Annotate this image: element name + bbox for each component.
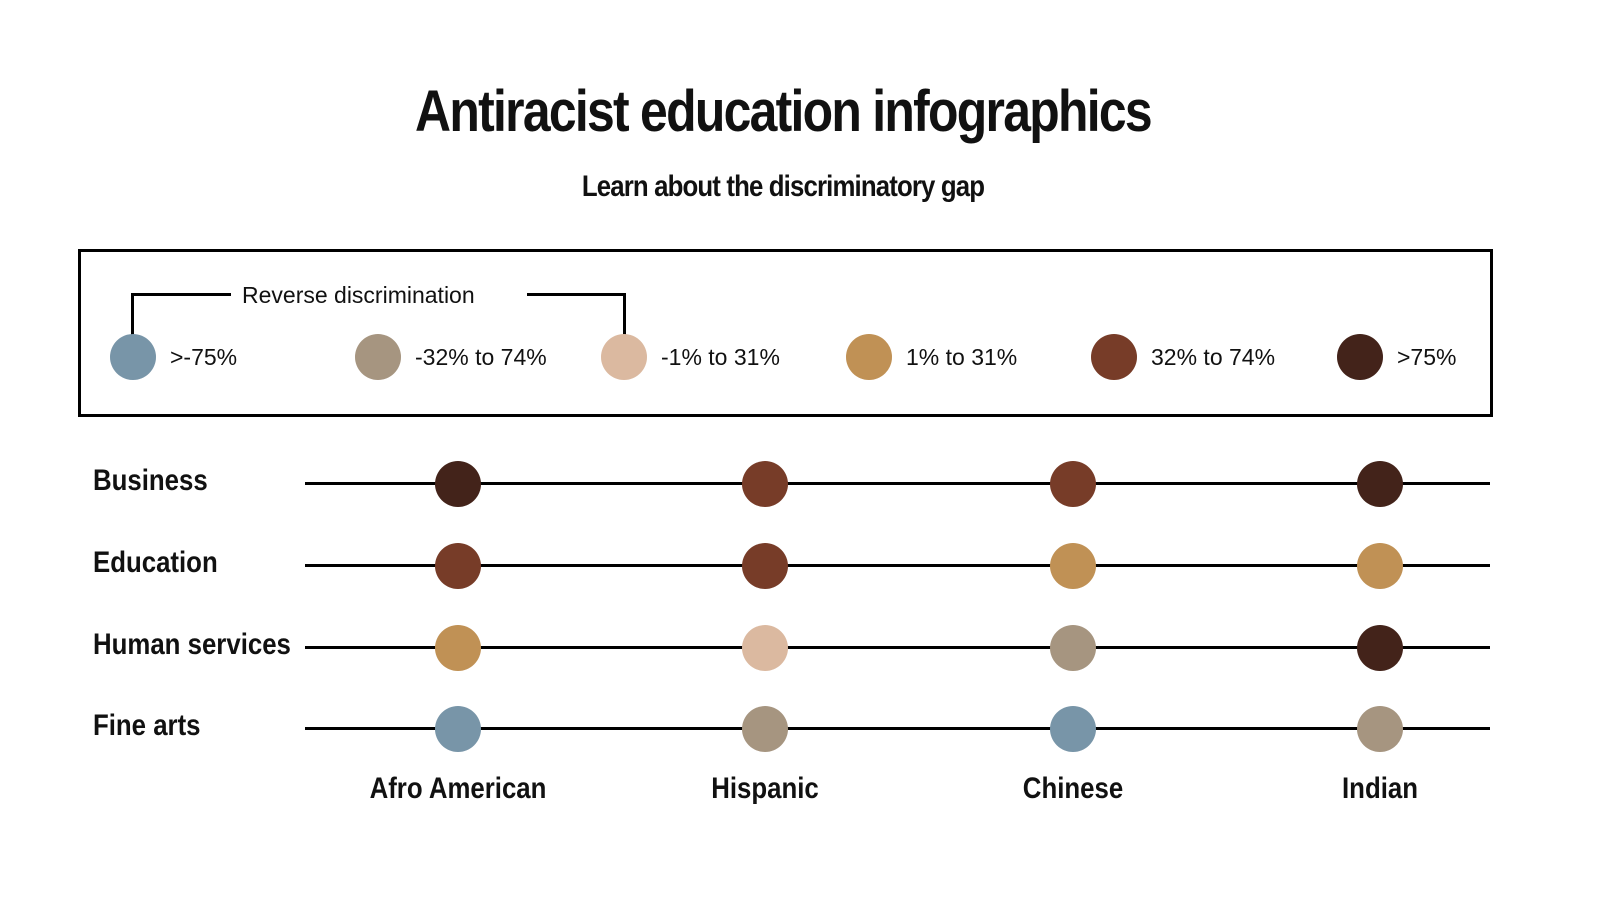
legend-swatch bbox=[355, 334, 401, 380]
level-dot bbox=[1050, 543, 1096, 589]
legend-item: >-75% bbox=[110, 334, 237, 380]
level-dot bbox=[1357, 706, 1403, 752]
level-dot bbox=[1050, 625, 1096, 671]
level-dot bbox=[742, 543, 788, 589]
column-label: Afro American bbox=[369, 772, 547, 805]
level-dot bbox=[742, 625, 788, 671]
level-dot bbox=[1050, 706, 1096, 752]
legend-swatch bbox=[110, 334, 156, 380]
column-label: Hispanic bbox=[711, 772, 819, 805]
row-label: Fine arts bbox=[93, 709, 201, 742]
page-title: Antiracist education infographics bbox=[415, 79, 1153, 144]
legend-swatch bbox=[601, 334, 647, 380]
column-label: Chinese bbox=[1022, 772, 1124, 805]
row-label: Business bbox=[93, 464, 208, 497]
legend-label: 32% to 74% bbox=[1151, 343, 1276, 370]
legend-label: 1% to 31% bbox=[906, 343, 1018, 370]
legend-box bbox=[78, 249, 1493, 417]
row-line bbox=[305, 482, 1490, 485]
level-dot bbox=[1050, 461, 1096, 507]
legend-swatch bbox=[1091, 334, 1137, 380]
legend-item: 1% to 31% bbox=[846, 334, 1017, 380]
legend-swatch bbox=[846, 334, 892, 380]
bracket-right bbox=[527, 293, 626, 338]
row-line bbox=[305, 646, 1490, 649]
legend-item: -1% to 31% bbox=[601, 334, 780, 380]
level-dot bbox=[1357, 625, 1403, 671]
row-label: Education bbox=[93, 546, 218, 579]
level-dot bbox=[435, 461, 481, 507]
legend-label: >75% bbox=[1397, 343, 1457, 370]
legend-item: -32% to 74% bbox=[355, 334, 547, 380]
page-subtitle: Learn about the discriminatory gap bbox=[581, 170, 985, 203]
level-dot bbox=[435, 543, 481, 589]
row-line bbox=[305, 727, 1490, 730]
row-label: Human services bbox=[93, 628, 291, 661]
level-dot bbox=[1357, 461, 1403, 507]
legend-item: >75% bbox=[1337, 334, 1456, 380]
row-line bbox=[305, 564, 1490, 567]
level-dot bbox=[742, 706, 788, 752]
bracket-left bbox=[131, 293, 231, 338]
level-dot bbox=[742, 461, 788, 507]
legend-label: -1% to 31% bbox=[661, 343, 780, 370]
legend-swatch bbox=[1337, 334, 1383, 380]
legend-label: >-75% bbox=[170, 343, 238, 370]
reverse-discrimination-label: Reverse discrimination bbox=[242, 282, 475, 308]
level-dot bbox=[435, 625, 481, 671]
level-dot bbox=[435, 706, 481, 752]
column-label: Indian bbox=[1342, 772, 1418, 805]
legend-item: 32% to 74% bbox=[1091, 334, 1275, 380]
legend-label: -32% to 74% bbox=[415, 343, 547, 370]
level-dot bbox=[1357, 543, 1403, 589]
